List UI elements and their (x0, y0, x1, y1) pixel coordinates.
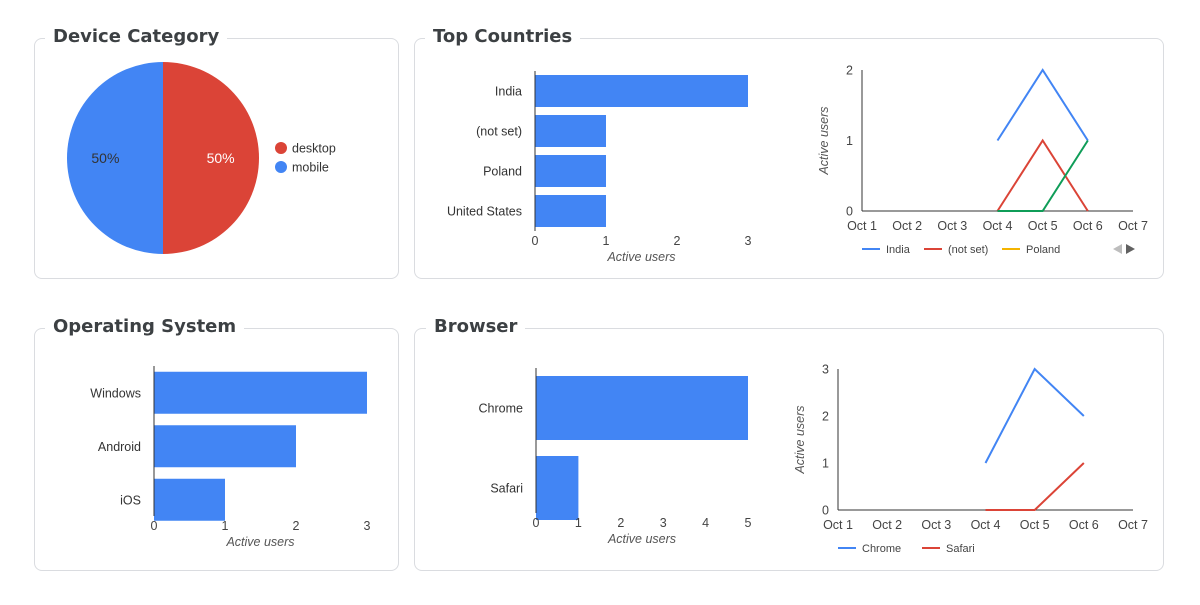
x-tick-label: Oct 4 (983, 219, 1013, 233)
y-tick-label: 3 (822, 363, 829, 377)
x-tick-label: Oct 6 (1073, 219, 1103, 233)
x-tick-label: Oct 4 (971, 518, 1001, 532)
device-category-title: Device Category (45, 26, 228, 47)
x-tick-label: 2 (617, 516, 624, 530)
x-tick-label: Oct 3 (937, 219, 967, 233)
bar-united-states (535, 195, 606, 227)
bar--not-set- (535, 115, 606, 147)
legend-label: Poland (1026, 244, 1060, 256)
bar-india (535, 75, 748, 107)
x-tick-label: Oct 2 (872, 518, 902, 532)
x-tick-label: 0 (151, 519, 158, 533)
legend-swatch-desktop (275, 142, 287, 154)
y-tick-label: 2 (822, 410, 829, 424)
series-line--not-set- (996, 138, 1089, 212)
x-tick-label: Oct 5 (1020, 518, 1050, 532)
series-line-india (996, 68, 1089, 142)
x-tick-label: Oct 6 (1069, 518, 1099, 532)
bar-poland (535, 155, 606, 187)
x-axis-title: Active users (606, 250, 675, 264)
pie-slice-mobile (67, 62, 163, 254)
pie-slice-desktop (163, 62, 259, 254)
operating-system-title: Operating System (45, 316, 245, 337)
x-tick-label: Oct 3 (921, 518, 951, 532)
bar-ios (154, 478, 225, 521)
x-tick-label: 3 (745, 234, 752, 248)
x-tick-label: 1 (603, 234, 610, 248)
category-label: United States (447, 205, 522, 219)
x-tick-label: Oct 1 (823, 518, 853, 532)
x-tick-label: Oct 7 (1118, 518, 1148, 532)
y-tick-label: 1 (822, 457, 829, 471)
series-line-safari (985, 462, 1085, 511)
x-tick-label: Oct 5 (1028, 219, 1058, 233)
legend-swatch-mobile (275, 161, 287, 173)
legend-label-desktop: desktop (292, 142, 336, 156)
y-tick-label: 0 (822, 504, 829, 518)
y-axis-title: Active users (817, 106, 831, 175)
y-tick-label: 1 (846, 134, 853, 148)
y-tick-label: 2 (846, 64, 853, 78)
x-tick-label: 2 (674, 234, 681, 248)
legend-label: (not set) (948, 244, 988, 256)
browser-card (414, 328, 1164, 571)
browser-title: Browser (426, 316, 526, 337)
bar-safari (536, 456, 579, 520)
series-line-chrome (984, 367, 1085, 464)
legend-label: India (886, 244, 911, 256)
x-tick-label: Oct 7 (1118, 219, 1148, 233)
x-axis-title: Active users (607, 532, 676, 546)
category-label: Android (98, 440, 141, 454)
x-tick-label: 1 (575, 516, 582, 530)
x-tick-label: 3 (364, 519, 371, 533)
x-tick-label: 5 (745, 516, 752, 530)
x-tick-label: Oct 2 (892, 219, 922, 233)
x-tick-label: Oct 1 (847, 219, 877, 233)
pie-slice-label: 50% (207, 150, 235, 166)
category-label: (not set) (476, 125, 522, 139)
legend-label-mobile: mobile (292, 161, 329, 175)
legend-label: Safari (946, 543, 975, 555)
category-label: iOS (120, 493, 141, 507)
top-countries-title: Top Countries (425, 26, 581, 47)
triangle-right-icon (1126, 244, 1135, 254)
x-tick-label: 4 (702, 516, 709, 530)
category-label: India (495, 85, 522, 99)
triangle-left-icon (1113, 244, 1122, 254)
y-axis-title: Active users (793, 405, 807, 474)
bar-android (154, 425, 296, 468)
category-label: Safari (490, 482, 523, 496)
y-tick-label: 0 (846, 205, 853, 219)
category-label: Windows (90, 386, 141, 400)
bar-windows (154, 371, 367, 414)
category-label: Chrome (479, 402, 524, 416)
series-line-series-3 (997, 139, 1089, 212)
bar-chrome (536, 376, 748, 440)
category-label: Poland (483, 165, 522, 179)
x-tick-label: 0 (532, 234, 539, 248)
x-tick-label: 1 (222, 519, 229, 533)
x-tick-label: 3 (660, 516, 667, 530)
x-axis-title: Active users (225, 535, 294, 549)
x-tick-label: 0 (533, 516, 540, 530)
x-tick-label: 2 (293, 519, 300, 533)
legend-label: Chrome (862, 543, 901, 555)
pie-slice-label: 50% (91, 150, 119, 166)
